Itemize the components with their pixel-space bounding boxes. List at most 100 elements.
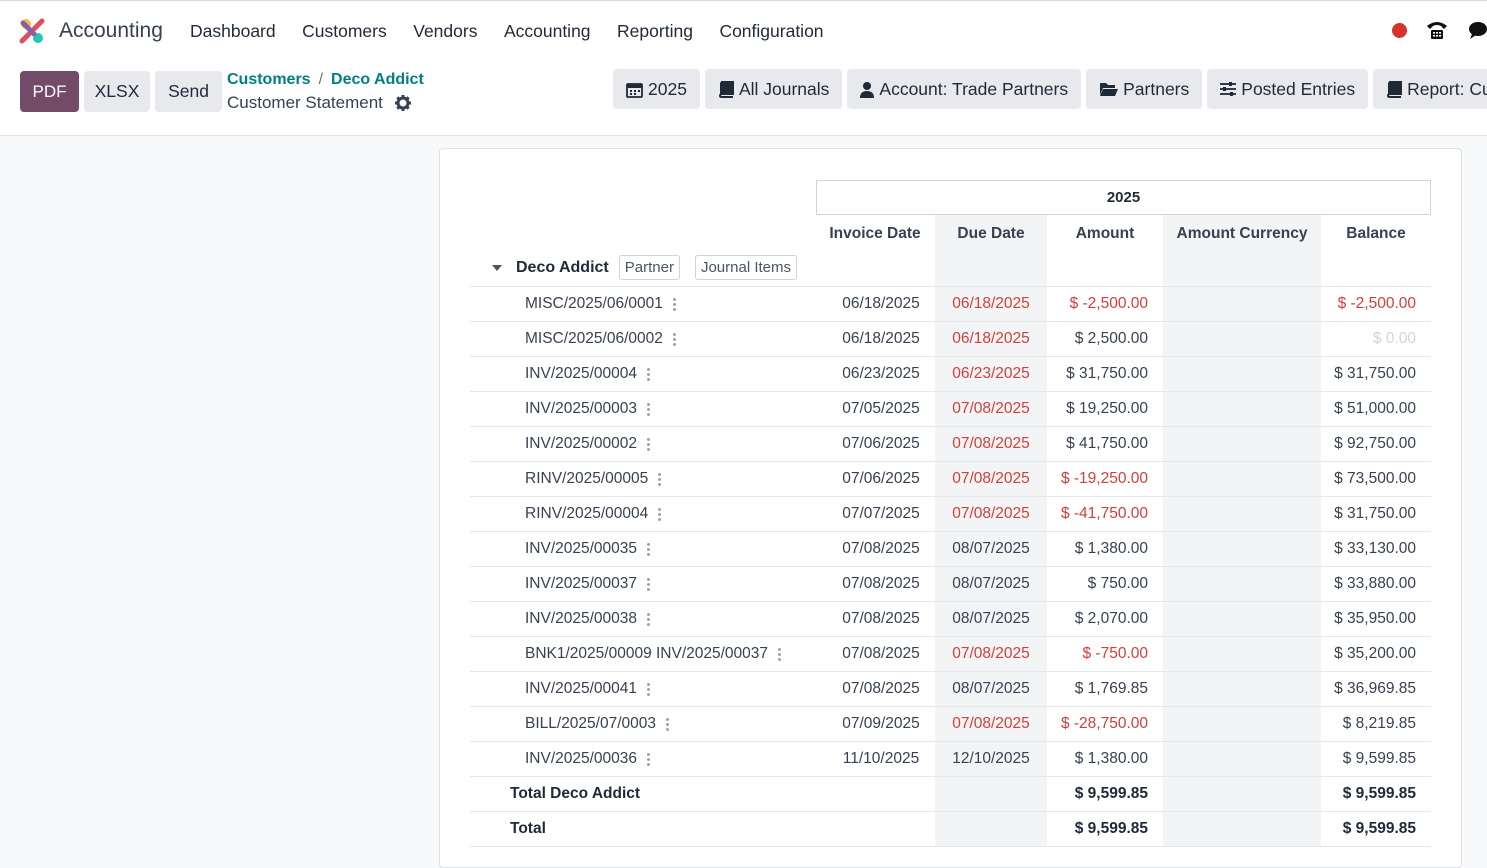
due-date: 07/08/2025 bbox=[952, 435, 1030, 452]
filter-partners[interactable]: Partners bbox=[1086, 69, 1203, 109]
table-row[interactable]: RINV/2025/00004 07/07/2025 07/08/2025 $ -41… bbox=[470, 496, 1431, 531]
amount: $ -19,250.00 bbox=[1060, 470, 1148, 487]
menu-vendors[interactable]: Vendors bbox=[413, 21, 478, 41]
kebab-menu-icon[interactable] bbox=[658, 507, 662, 521]
col-due-date[interactable]: Due Date bbox=[957, 225, 1025, 242]
total-amount: $ 9,599.85 bbox=[1074, 820, 1148, 837]
filter-journals-label: All Journals bbox=[738, 78, 830, 99]
breadcrumb-deco-addict[interactable]: Deco Addict bbox=[331, 71, 424, 88]
kebab-menu-icon[interactable] bbox=[672, 332, 676, 346]
move-name-text: RINV/2025/00004 bbox=[525, 505, 649, 522]
kebab-menu-icon[interactable] bbox=[647, 542, 651, 556]
col-balance[interactable]: Balance bbox=[1346, 225, 1406, 242]
systray bbox=[1392, 19, 1487, 41]
move-name[interactable]: INV/2025/00003 bbox=[525, 400, 651, 418]
due-date: 06/18/2025 bbox=[952, 330, 1030, 347]
send-button[interactable]: Send bbox=[155, 71, 222, 112]
kebab-menu-icon[interactable] bbox=[647, 367, 651, 381]
accounting-app-icon[interactable] bbox=[18, 17, 46, 45]
move-name[interactable]: INV/2025/00004 bbox=[525, 365, 651, 383]
filter-report-label: Report: Cu bbox=[1407, 78, 1487, 99]
filter-posted[interactable]: Posted Entries bbox=[1207, 69, 1369, 109]
kebab-menu-icon[interactable] bbox=[647, 682, 651, 696]
kebab-menu-icon[interactable] bbox=[647, 402, 651, 416]
table-row[interactable]: RINV/2025/00005 07/06/2025 07/08/2025 $ -19… bbox=[470, 461, 1431, 496]
filter-journals[interactable]: All Journals bbox=[704, 69, 843, 109]
amount: $ 19,250.00 bbox=[1066, 400, 1148, 417]
table-row[interactable]: INV/2025/00041 07/08/2025 08/07/2025 $ 1,76… bbox=[470, 671, 1431, 706]
table-row[interactable]: INV/2025/00002 07/06/2025 07/08/2025 $ 41,7… bbox=[470, 426, 1431, 461]
table-row[interactable]: INV/2025/00036 11/10/2025 12/10/2025 $ 1,38… bbox=[470, 741, 1431, 776]
move-name[interactable]: INV/2025/00002 bbox=[525, 435, 651, 453]
phone-icon[interactable] bbox=[1425, 19, 1449, 41]
filter-date[interactable]: 2025 bbox=[613, 69, 700, 109]
move-name[interactable]: RINV/2025/00005 bbox=[525, 470, 662, 488]
due-date: 06/18/2025 bbox=[952, 295, 1030, 312]
move-name[interactable]: BNK1/2025/00009 INV/2025/00037 bbox=[525, 645, 782, 663]
user-icon bbox=[860, 81, 875, 98]
kebab-menu-icon[interactable] bbox=[647, 437, 651, 451]
amount: $ 2,070.00 bbox=[1074, 610, 1148, 627]
kebab-menu-icon[interactable] bbox=[647, 612, 651, 626]
table-row[interactable]: INV/2025/00003 07/05/2025 07/08/2025 $ 19,2… bbox=[470, 391, 1431, 426]
table-bottom-border bbox=[470, 846, 1431, 847]
balance: $ 35,200.00 bbox=[1334, 645, 1416, 662]
move-name[interactable]: INV/2025/00035 bbox=[525, 540, 651, 558]
report-card: 2025 Invoice Date Due Date Amount Amount… bbox=[439, 148, 1462, 868]
table-row[interactable]: INV/2025/00004 06/23/2025 06/23/2025 $ 31,7… bbox=[470, 356, 1431, 391]
move-name-text: RINV/2025/00005 bbox=[525, 470, 649, 487]
kebab-menu-icon[interactable] bbox=[666, 717, 670, 731]
amount: $ 41,750.00 bbox=[1066, 435, 1148, 452]
kebab-menu-icon[interactable] bbox=[778, 647, 782, 661]
menu-customers[interactable]: Customers bbox=[302, 21, 387, 41]
table-row[interactable]: INV/2025/00037 07/08/2025 08/07/2025 $ 750.… bbox=[470, 566, 1431, 601]
menu-accounting[interactable]: Accounting bbox=[503, 21, 591, 41]
journal-items-tag[interactable]: Journal Items bbox=[694, 255, 797, 280]
recording-dot-icon[interactable] bbox=[1392, 22, 1407, 38]
col-amount-currency[interactable]: Amount Currency bbox=[1176, 225, 1308, 242]
partner-group-header[interactable]: Deco Addict Partner Journal Items bbox=[492, 255, 802, 280]
table-row[interactable]: MISC/2025/06/0002 06/18/2025 06/18/2025 $ 2… bbox=[470, 321, 1431, 356]
kebab-menu-icon[interactable] bbox=[647, 577, 651, 591]
folder-open-icon bbox=[1100, 83, 1119, 96]
book-icon bbox=[718, 80, 734, 98]
move-name-text: BILL/2025/07/0003 bbox=[525, 715, 657, 732]
move-name[interactable]: INV/2025/00037 bbox=[525, 575, 651, 593]
due-date: 07/08/2025 bbox=[952, 470, 1030, 487]
move-name[interactable]: INV/2025/00036 bbox=[525, 750, 651, 768]
table-row[interactable]: BILL/2025/07/0003 07/09/2025 07/08/2025 $ -… bbox=[470, 706, 1431, 741]
main-menu: Dashboard Customers Vendors Accounting R… bbox=[190, 21, 850, 42]
total-balance: $ 9,599.85 bbox=[1342, 785, 1416, 802]
xlsx-button[interactable]: XLSX bbox=[84, 71, 150, 112]
filter-account[interactable]: Account: Trade Partners bbox=[847, 69, 1082, 109]
move-name[interactable]: MISC/2025/06/0001 bbox=[525, 295, 676, 313]
invoice-date: 11/10/2025 bbox=[842, 750, 920, 767]
breadcrumb-customers[interactable]: Customers bbox=[227, 71, 311, 88]
gear-icon[interactable] bbox=[394, 95, 411, 111]
partner-tag[interactable]: Partner bbox=[618, 255, 680, 280]
table-row[interactable]: INV/2025/00035 07/08/2025 08/07/2025 $ 1,38… bbox=[470, 531, 1431, 566]
pdf-button[interactable]: PDF bbox=[20, 71, 79, 112]
kebab-menu-icon[interactable] bbox=[672, 297, 676, 311]
filter-report[interactable]: Report: Cu bbox=[1373, 69, 1487, 109]
balance: $ 33,880.00 bbox=[1334, 575, 1416, 592]
kebab-menu-icon[interactable] bbox=[658, 472, 662, 486]
move-name[interactable]: INV/2025/00041 bbox=[525, 680, 651, 698]
caret-down-icon[interactable] bbox=[492, 264, 502, 271]
move-name[interactable]: INV/2025/00038 bbox=[525, 610, 651, 628]
table-row[interactable]: INV/2025/00038 07/08/2025 08/07/2025 $ 2,07… bbox=[470, 601, 1431, 636]
menu-configuration[interactable]: Configuration bbox=[719, 21, 824, 41]
menu-reporting[interactable]: Reporting bbox=[617, 21, 693, 41]
col-invoice-date[interactable]: Invoice Date bbox=[829, 225, 921, 242]
col-amount[interactable]: Amount bbox=[1075, 225, 1135, 242]
move-name[interactable]: MISC/2025/06/0002 bbox=[525, 330, 676, 348]
app-name[interactable]: Accounting bbox=[59, 19, 163, 42]
move-name[interactable]: BILL/2025/07/0003 bbox=[525, 715, 670, 733]
menu-dashboard[interactable]: Dashboard bbox=[190, 21, 276, 41]
table-row[interactable]: MISC/2025/06/0001 06/18/2025 06/18/2025 $ -… bbox=[470, 286, 1431, 321]
move-name[interactable]: RINV/2025/00004 bbox=[525, 505, 662, 523]
kebab-menu-icon[interactable] bbox=[647, 752, 651, 766]
amount: $ 1,380.00 bbox=[1074, 750, 1148, 767]
table-row[interactable]: BNK1/2025/00009 INV/2025/00037 07/08/2025… bbox=[470, 636, 1431, 671]
chat-icon[interactable] bbox=[1467, 19, 1487, 41]
